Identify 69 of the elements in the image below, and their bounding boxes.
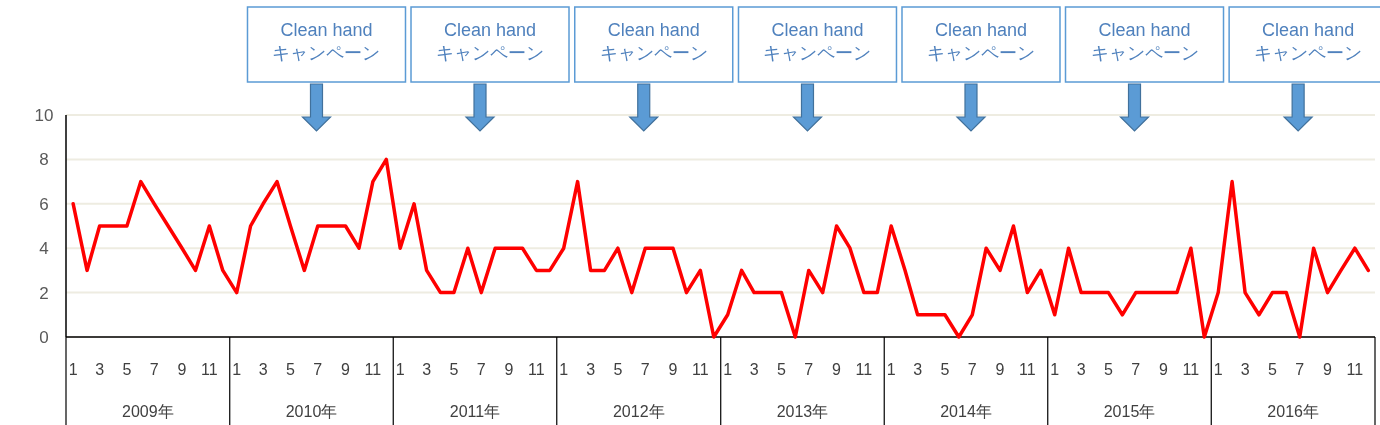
x-tick-label: 11: [364, 361, 382, 378]
x-tick-label: 11: [692, 361, 709, 378]
text: Clean hand キャンペーン: [1254, 20, 1363, 63]
x-tick-label: 5: [940, 361, 950, 378]
text: Clean hand キャンペーン: [436, 20, 545, 63]
x-tick-label: 7: [804, 361, 814, 378]
text: 2013年: [776, 403, 829, 420]
text: Clean hand キャンペーン: [272, 20, 381, 63]
x-tick-label: 9: [177, 361, 187, 378]
x-tick-label: 7: [313, 361, 323, 378]
x-tick-label: 1: [886, 361, 896, 378]
x-tick-label: 5: [1267, 361, 1277, 378]
x-tick-label: 3: [1240, 361, 1250, 378]
text: 2014年: [940, 403, 992, 420]
y-tick-label: 8: [39, 150, 49, 170]
y-tick-label: 2: [39, 283, 49, 303]
x-tick-label: 7: [1131, 361, 1141, 378]
y-tick-label: 4: [39, 239, 49, 259]
y-tick-label: 0: [39, 328, 49, 347]
x-tick-label: 9: [832, 361, 842, 378]
x-tick-label: 9: [1159, 361, 1169, 378]
y-tick-label: 6: [39, 194, 49, 214]
x-tick-label: 7: [1295, 361, 1305, 378]
x-tick-label: 5: [285, 361, 295, 378]
x-tick-label: 1: [723, 361, 733, 378]
x-tick-label: 5: [1104, 361, 1113, 378]
x-tick-label: 11: [1019, 361, 1036, 378]
x-tick-label: 11: [1346, 361, 1364, 378]
x-tick-label: 11: [855, 361, 873, 378]
x-tick-label: 9: [504, 361, 514, 378]
x-tick-label: 1: [1213, 361, 1223, 378]
x-tick-label: 5: [613, 361, 623, 378]
text: 2016年: [1267, 403, 1319, 420]
x-tick-label: 1: [68, 361, 78, 378]
x-tick-label: 3: [258, 361, 268, 378]
x-tick-label: 3: [95, 361, 105, 378]
x-tick-label: 1: [395, 361, 405, 378]
text: 2010年: [285, 403, 338, 420]
x-tick-label: 9: [995, 361, 1005, 378]
y-tick-label: 10: [34, 106, 54, 125]
x-tick-label: 11: [201, 361, 218, 378]
x-tick-label: 11: [1182, 361, 1200, 378]
text: Clean hand キャンペーン: [599, 20, 708, 63]
x-tick-label: 3: [422, 361, 432, 378]
text: 2015年: [1103, 403, 1156, 420]
x-tick-label: 1: [232, 361, 242, 378]
text: Clean hand キャンペーン: [926, 20, 1035, 63]
text: 2011年: [449, 403, 501, 420]
x-tick-label: 1: [1050, 361, 1060, 378]
x-tick-label: 9: [341, 361, 351, 378]
text: Clean hand キャンペーン: [1090, 20, 1199, 63]
x-tick-label: 9: [668, 361, 678, 378]
x-tick-label: 11: [528, 361, 545, 378]
x-tick-label: 3: [913, 361, 923, 378]
x-tick-label: 3: [1076, 361, 1086, 378]
x-tick-label: 3: [749, 361, 759, 378]
x-tick-label: 5: [122, 361, 132, 378]
x-tick-label: 1: [559, 361, 569, 378]
x-tick-label: 5: [776, 361, 786, 378]
text: Clean hand キャンペーン: [763, 20, 872, 63]
x-tick-label: 7: [149, 361, 159, 378]
x-tick-label: 7: [476, 361, 486, 378]
text: 2012年: [612, 403, 665, 420]
text: 2009年: [122, 403, 174, 420]
x-tick-label: 3: [586, 361, 596, 378]
x-tick-label: 9: [1323, 361, 1333, 378]
x-tick-label: 7: [640, 361, 650, 378]
x-tick-label: 7: [967, 361, 977, 378]
x-tick-label: 5: [449, 361, 459, 378]
